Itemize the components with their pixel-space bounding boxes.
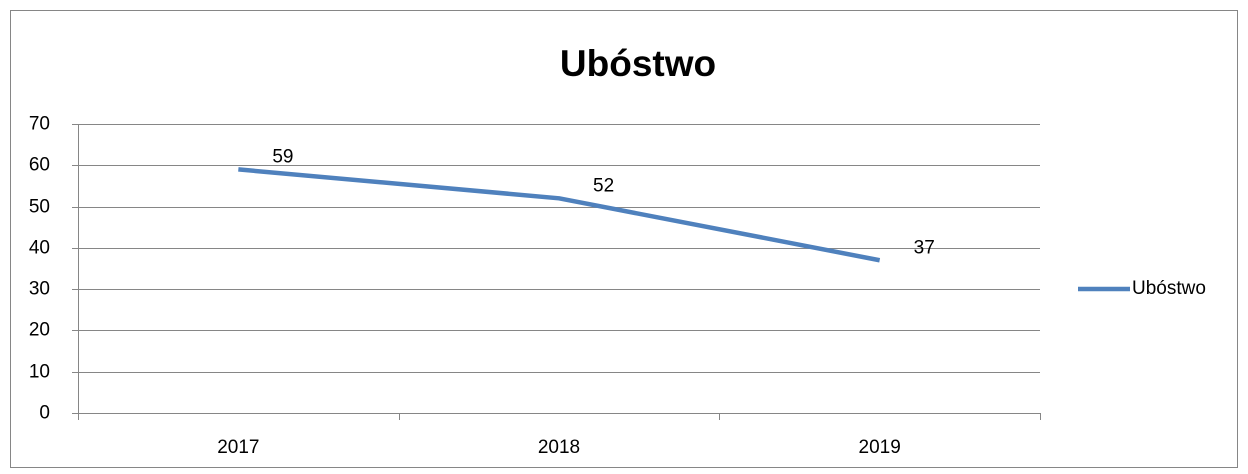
y-tick-label: 0 xyxy=(39,403,50,424)
x-tick-label: 2017 xyxy=(217,437,259,458)
legend-label: Ubóstwo xyxy=(1132,278,1206,299)
data-label: 59 xyxy=(272,146,293,167)
y-tick-label: 30 xyxy=(29,279,50,300)
chart-title: Ubóstwo xyxy=(560,43,716,84)
y-tick-label: 20 xyxy=(29,320,50,341)
y-tick-label: 60 xyxy=(29,155,50,176)
y-tick-label: 40 xyxy=(29,238,50,259)
x-tick-label: 2018 xyxy=(538,437,580,458)
y-tick-label: 10 xyxy=(29,362,50,383)
chart-border xyxy=(10,10,1238,468)
y-tick-label: 70 xyxy=(29,114,50,135)
data-line xyxy=(238,167,881,263)
y-tick-label: 50 xyxy=(29,197,50,218)
x-tick-label: 2019 xyxy=(859,437,901,458)
data-label: 52 xyxy=(593,175,614,196)
data-label: 37 xyxy=(914,237,935,258)
